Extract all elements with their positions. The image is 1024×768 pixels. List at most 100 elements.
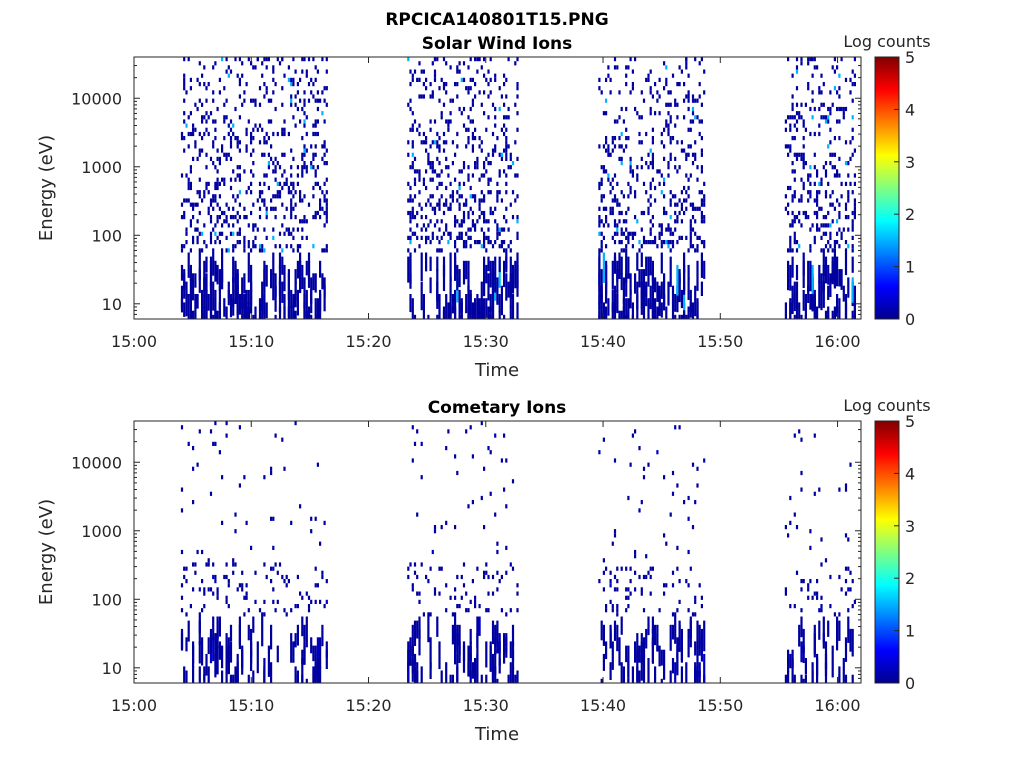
spectrogram-cell — [804, 102, 807, 107]
spectrogram-cell — [189, 219, 192, 224]
spectrogram-cell — [613, 219, 617, 224]
spectrogram-cell — [687, 94, 690, 99]
spectrogram-cell — [469, 106, 472, 112]
spectrogram-cell — [234, 562, 237, 567]
spectrogram-cell — [263, 57, 266, 62]
spectrogram-cell — [247, 608, 250, 613]
spectrogram-cell — [642, 210, 646, 216]
spectrogram-cell — [229, 177, 233, 182]
spectrogram-cell — [316, 653, 319, 672]
spectrogram-cell — [813, 591, 816, 596]
spectrogram-cell — [438, 136, 441, 141]
spectrogram-cell — [689, 223, 692, 228]
spectrogram-cell — [442, 264, 446, 291]
spectrogram-cell — [203, 223, 206, 228]
spectrogram-cell — [319, 541, 322, 546]
spectrogram-cell — [218, 181, 221, 186]
spectrogram-cell — [793, 115, 796, 120]
spectrogram-cell — [471, 136, 474, 141]
spectrogram-cell — [409, 215, 412, 220]
spectrogram-cell — [685, 579, 688, 584]
spectrogram-cell — [634, 587, 637, 592]
spectrogram-cell — [312, 123, 315, 128]
spectrogram-cell — [678, 620, 681, 652]
spectrogram-cell — [227, 152, 230, 157]
spectrogram-cell — [247, 185, 250, 191]
spectrogram-cell — [425, 77, 428, 82]
spectrogram-cell — [185, 281, 188, 297]
spectrogram-cell — [851, 127, 854, 132]
spectrogram-cell — [503, 215, 506, 220]
spectrogram-cell — [851, 69, 854, 74]
spectrogram-cell — [676, 545, 679, 550]
spectrogram-cell — [225, 215, 228, 220]
spectrogram-cell — [223, 219, 226, 224]
spectrogram-cell — [487, 227, 490, 232]
spectrogram-cell — [451, 140, 454, 145]
spectrogram-cell — [283, 466, 286, 471]
spectrogram-cell — [471, 173, 474, 178]
spectrogram-cell — [458, 235, 461, 240]
spectrogram-cell — [669, 248, 672, 253]
spectrogram-cell — [243, 98, 246, 103]
spectrogram-cell — [467, 65, 470, 70]
spectrogram-cell — [245, 190, 248, 195]
spectrogram-cell — [511, 641, 515, 663]
spectrogram-cell — [427, 156, 430, 161]
spectrogram-cell — [214, 198, 217, 203]
spectrogram-cell — [445, 165, 448, 170]
spectrogram-cell — [218, 616, 221, 637]
spectrogram-cell — [270, 119, 273, 124]
spectrogram-cell — [216, 595, 219, 600]
spectrogram-cell — [270, 466, 273, 471]
spectrogram-cell — [263, 612, 266, 617]
spectrogram-cell — [198, 231, 201, 236]
spectrogram-cell — [296, 624, 299, 646]
spectrogram-cell — [278, 181, 282, 186]
spectrogram-cell — [460, 169, 463, 174]
x-tick-label: 15:50 — [697, 332, 743, 351]
spectrogram-cell — [469, 425, 472, 430]
spectrogram-cell — [636, 281, 639, 310]
spectrogram-cell — [669, 190, 672, 195]
spectrogram-cell — [245, 215, 248, 220]
spectrogram-cell — [225, 574, 228, 580]
spectrogram-cell — [600, 194, 603, 199]
spectrogram-cell — [629, 289, 632, 309]
spectrogram-cell — [602, 653, 605, 671]
spectrogram-cell — [649, 566, 652, 571]
spectrogram-cell — [274, 206, 277, 211]
spectrogram-cell — [694, 57, 697, 62]
spectrogram-cell — [784, 127, 787, 132]
spectrogram-cell — [287, 190, 290, 195]
spectrogram-cell — [836, 198, 839, 203]
spectrogram-cell — [281, 437, 284, 442]
spectrogram-cell — [665, 583, 668, 588]
spectrogram-cell — [640, 227, 643, 232]
spectrogram-cell — [207, 666, 210, 683]
spectrogram-cell — [829, 90, 832, 95]
spectrogram-cell — [252, 616, 255, 633]
spectrogram-cell — [691, 152, 695, 157]
spectrogram-cell — [813, 210, 816, 216]
spectrogram-cell — [696, 177, 699, 182]
spectrogram-cell — [433, 169, 437, 174]
spectrogram-cell — [449, 111, 452, 116]
spectrogram-cell — [634, 57, 637, 62]
spectrogram-cell — [498, 244, 501, 249]
spectrogram-cell — [836, 106, 839, 112]
spectrogram-cell — [223, 298, 226, 317]
spectrogram-cell — [261, 248, 264, 253]
spectrogram-cell — [458, 206, 461, 211]
colorbar-label: Log counts — [843, 32, 930, 51]
spectrogram-cell — [305, 678, 308, 683]
spectrogram-cell — [325, 641, 328, 658]
spectrogram-cell — [218, 450, 221, 455]
spectrogram-cell — [474, 194, 477, 199]
spectrogram-cell — [616, 260, 619, 282]
spectrogram-cell — [216, 106, 219, 112]
spectrogram-cell — [809, 529, 812, 534]
spectrogram-cell — [416, 512, 419, 517]
spectrogram-cell — [784, 587, 787, 592]
